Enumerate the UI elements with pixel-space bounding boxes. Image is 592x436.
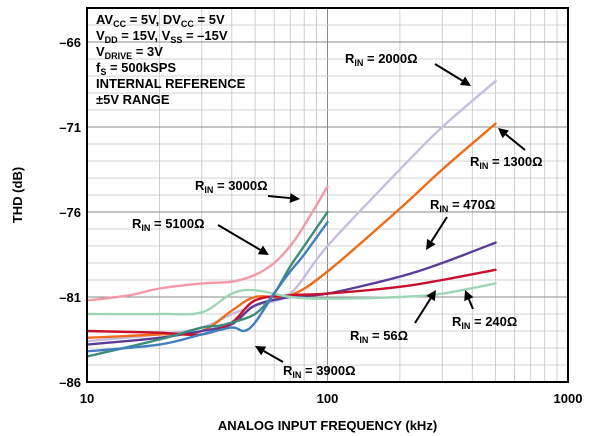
label-rin-5100: RIN = 5100Ω [132,216,269,255]
series-label: RIN = 3000Ω [195,178,268,195]
arrow-head [426,290,436,302]
label-rin-3000: RIN = 3000Ω [195,178,300,204]
series-label: RIN = 5100Ω [132,216,205,233]
x-tick-label: 100 [317,391,339,406]
arrow-shaft [217,224,261,251]
arrow-head [255,346,267,356]
arrow-shaft [434,63,463,82]
arrow-shaft [467,298,474,310]
series-label: RIN = 1300Ω [470,154,543,171]
condition-line: AVCC = 5V, DVCC = 5V [96,12,225,29]
y-tick-label: –81 [59,290,81,305]
y-tick-label: –66 [59,35,81,50]
condition-line: VDD = 15V, VSS = –15V [96,28,228,45]
y-tick-label: –76 [59,205,81,220]
arrow-shaft [263,350,284,363]
label-rin-3900: RIN = 3900Ω [255,346,356,380]
label-rin-470: RIN = 470Ω [426,197,495,250]
y-tick-label: –86 [59,375,81,390]
series-label: RIN = 56Ω [350,328,408,345]
curve-rin-3000 [85,185,329,302]
condition-line: VDRIVE = 3V [96,44,163,61]
condition-line: ±5V RANGE [96,92,170,107]
x-axis-title: ANALOG INPUT FREQUENCY (kHz) [218,418,437,433]
series-label: RIN = 3900Ω [283,363,356,380]
x-tick-label: 1000 [554,391,583,406]
arrow-head [289,193,300,204]
curve-rin-5100 [85,210,329,358]
arrow-head [426,238,436,250]
series-label: RIN = 470Ω [430,197,495,214]
x-tick-label: 10 [80,391,94,406]
condition-line: fS = 500kSPS [96,60,176,77]
arrow-head [257,245,269,255]
arrow-shaft [505,133,526,151]
y-axis-title: THD (dB) [10,167,25,223]
series-label: RIN = 2000Ω [345,51,418,68]
curve-rin-3900 [85,221,329,353]
label-rin-240: RIN = 240Ω [452,290,517,331]
series-label: RIN = 240Ω [452,314,517,331]
arrow-shaft [430,216,448,243]
data-curves [85,79,497,358]
curve-rin-240 [85,268,497,337]
label-rin-2000: RIN = 2000Ω [345,51,471,86]
arrow-head [498,128,509,139]
label-rin-56: RIN = 56Ω [350,290,436,345]
label-rin-1300: RIN = 1300Ω [470,128,543,171]
arrow-shaft [414,297,432,324]
condition-line: INTERNAL REFERENCE [96,76,246,91]
plot-frame [86,7,569,383]
arrow-shaft [267,195,291,200]
y-tick-label: –71 [59,120,81,135]
arrow-head [464,290,474,302]
curve-rin-56 [85,282,497,316]
arrow-head [459,76,471,86]
series-labels: RIN = 2000Ω RIN = 1300Ω RIN = 470Ω RIN = 24… [132,51,543,380]
